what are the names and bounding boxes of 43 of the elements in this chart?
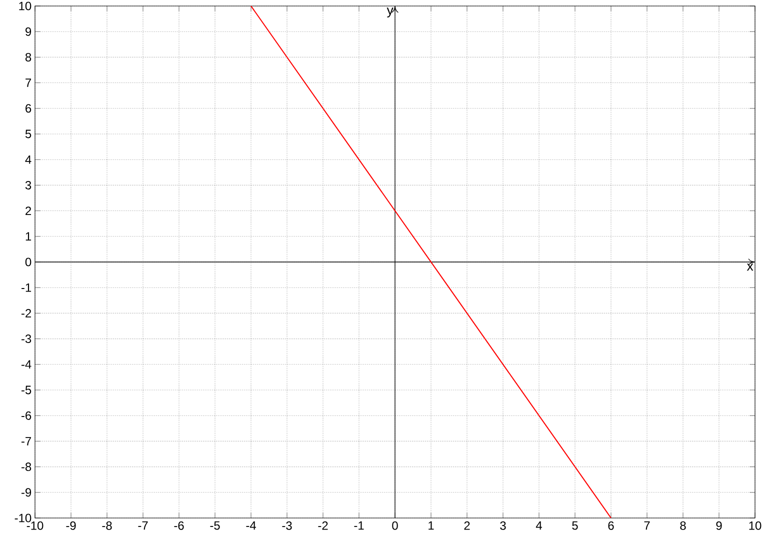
x-tick-label: 2	[464, 521, 470, 530]
x-tick-label: -2	[318, 521, 328, 530]
x-tick-label: 4	[536, 521, 542, 530]
x-tick-label: 10	[749, 521, 762, 530]
x-tick-label: 1	[428, 521, 434, 530]
y-tick-label: 3	[25, 180, 32, 190]
x-tick-label: 8	[680, 521, 686, 530]
x-tick-label: 6	[608, 521, 614, 530]
y-tick-label: 2	[26, 206, 32, 215]
y-tick-label: -6	[22, 411, 32, 420]
x-tick-label: -4	[246, 521, 256, 530]
y-tick-label: -3	[22, 334, 32, 344]
y-tick-label: 7	[26, 78, 32, 87]
x-tick-label: 7	[644, 521, 650, 530]
x-tick-label: -8	[102, 521, 112, 530]
x-tick-label: -7	[138, 521, 148, 530]
y-tick-label: 9	[26, 27, 32, 36]
x-tick-label: -3	[282, 521, 292, 530]
x-tick-label: 9	[716, 521, 722, 530]
x-tick-label: -5	[210, 521, 220, 530]
y-tick-label: 4	[25, 155, 32, 164]
y-tick-label: -4	[22, 360, 32, 369]
x-tick-label: 3	[500, 521, 506, 530]
y-tick-label: -7	[22, 437, 32, 446]
x-tick-label: -6	[174, 521, 184, 530]
y-tick-label: 10	[19, 2, 32, 10]
y-axis-title: y	[386, 8, 394, 18]
y-tick-label: -1	[22, 283, 32, 292]
y-tick-label: 5	[25, 130, 32, 138]
x-tick-label: -9	[66, 521, 76, 530]
y-tick-label: -5	[22, 386, 32, 394]
y-tick-label: 8	[25, 52, 32, 62]
y-tick-label: 0	[25, 258, 32, 266]
y-tick-label: 6	[26, 104, 32, 113]
y-tick-label: -2	[22, 309, 32, 318]
x-tick-label: 5	[572, 521, 578, 530]
y-tick-label: -10	[14, 514, 32, 522]
y-tick-label: -9	[22, 488, 32, 497]
x-tick-label: 0	[392, 521, 398, 530]
x-tick-label: -1	[354, 521, 364, 530]
y-tick-label: 1	[26, 232, 32, 241]
y-tick-label: -8	[22, 462, 32, 472]
x-axis-title: x	[746, 264, 754, 271]
